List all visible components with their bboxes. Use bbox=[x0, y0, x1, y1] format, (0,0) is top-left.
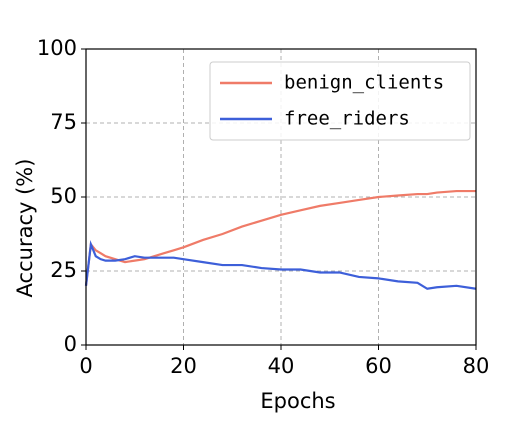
legend-box bbox=[209, 61, 471, 141]
x-axis-label: Epochs bbox=[260, 389, 335, 413]
x-tick-label: 80 bbox=[463, 354, 490, 378]
y-tick-label: 0 bbox=[64, 332, 77, 356]
x-tick-label: 60 bbox=[365, 354, 392, 378]
y-tick-label: 75 bbox=[50, 110, 77, 134]
y-tick-label: 50 bbox=[50, 184, 77, 208]
y-tick-label: 25 bbox=[50, 258, 77, 282]
legend-label: free_riders bbox=[284, 108, 410, 130]
y-axis-label: Accuracy (%) bbox=[13, 159, 37, 298]
x-tick-label: 40 bbox=[268, 354, 295, 378]
series-line bbox=[84, 189, 476, 286]
legend-label: benign_clients bbox=[284, 72, 444, 94]
series-line bbox=[84, 240, 477, 290]
y-tick-label: 100 bbox=[37, 36, 77, 60]
x-tick-label: 0 bbox=[79, 354, 92, 378]
legend: benign_clients free_riders bbox=[209, 61, 471, 141]
x-tick-label: 20 bbox=[170, 354, 197, 378]
plot-frame bbox=[85, 48, 477, 346]
